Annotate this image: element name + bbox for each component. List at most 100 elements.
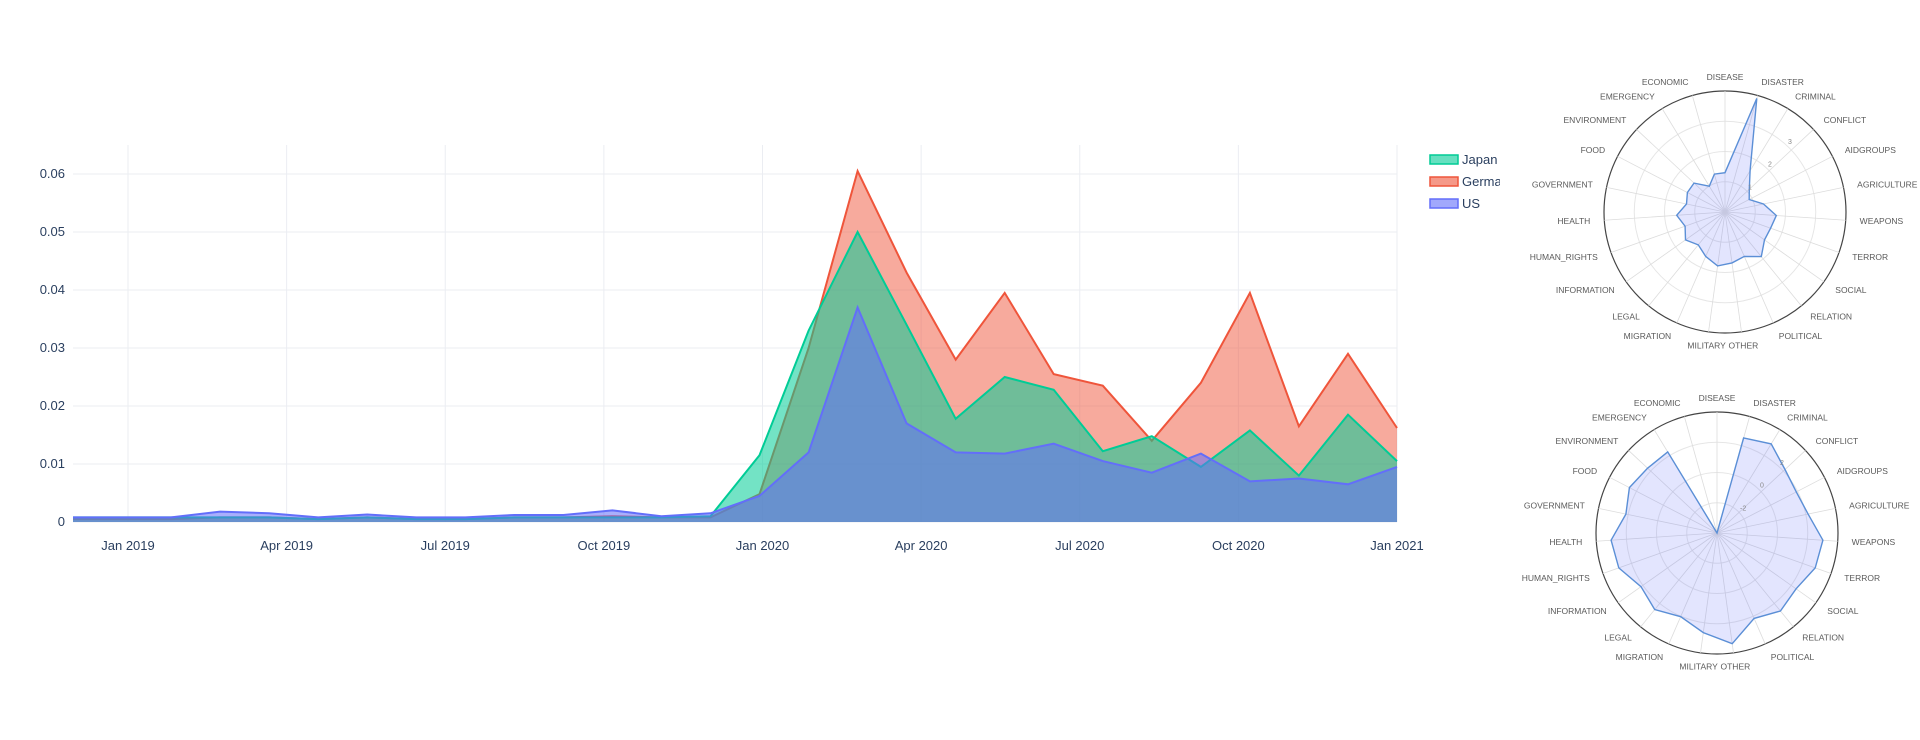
y-axis-ticks: 0 0.01 0.02 0.03 0.04 0.05 0.06 [40,166,65,529]
radar-spoke [1716,532,1734,653]
radar-category-label: DISASTER [1761,77,1804,87]
radar-category-label: SOCIAL [1835,285,1866,295]
radar-spoke [1724,211,1742,332]
radar-category-label: HUMAN_RIGHTS [1530,252,1598,262]
radar-category-label: ENVIRONMENT [1556,436,1619,446]
x-tick-label: Jul 2020 [1055,538,1104,553]
radar-category-label: EMERGENCY [1600,92,1655,102]
radar-spoke [1716,476,1825,534]
x-tick-label: Oct 2019 [577,538,630,553]
radar-spoke [1668,532,1718,645]
y-tick-label: 0.05 [40,224,65,239]
radar-spoke [1617,532,1718,604]
radar-category-label: MIGRATION [1624,331,1672,341]
radar-spoke [1609,476,1718,534]
radar-radial-tick: 1 [1748,184,1752,191]
radar-category-label: DISEASE [1707,72,1744,82]
radar-spoke [1716,429,1781,534]
radar-spoke [1640,532,1718,628]
radar-spoke [1724,211,1774,324]
radar-category-label: INFORMATION [1548,606,1607,616]
radar-category-label: LEGAL [1612,312,1640,322]
radar-category-label: SOCIAL [1827,606,1858,616]
radar-category-label: TERROR [1844,573,1880,583]
radar-spoke [1625,211,1726,283]
radar-radial-tick: -2 [1740,505,1746,512]
radar-spoke [1724,95,1759,213]
x-tick-label: Apr 2019 [260,538,313,553]
legend-item-us[interactable]: US [1429,196,1480,211]
radar-category-label: AIDGROUPS [1845,145,1896,155]
legend-swatch [1429,154,1459,165]
radar-category-label: ECONOMIC [1634,398,1681,408]
radar-category-label: CONFLICT [1824,115,1867,125]
x-tick-label: Jan 2020 [736,538,790,553]
legend[interactable]: Japan Germany US [1429,152,1500,211]
radar-spoke [1716,532,1838,542]
radar-spoke [1724,211,1825,283]
radar-chart-bottom: -2 0 2 DISEASE DISASTER CRIMINAL CONFLICT AIDGR… [1522,393,1910,672]
radar-spoke [1716,532,1832,574]
radar-spoke [1724,211,1840,253]
x-tick-label: Jan 2021 [1370,538,1424,553]
radar-spoke [1598,507,1718,534]
radar-spoke [1602,532,1718,574]
radar-category-label: CRIMINAL [1787,413,1828,423]
radar-category-label: ENVIRONMENT [1564,115,1627,125]
legend-swatch [1429,198,1459,209]
radar-radial-tick: 2 [1768,162,1772,169]
line-us [73,304,1398,519]
area-chart: 0 0.01 0.02 0.03 0.04 0.05 0.06 Jan 2019 Apr 20… [40,145,1500,553]
legend-swatch [1429,176,1459,187]
radar-polygon [1610,437,1824,645]
radar-polygon [1675,98,1778,267]
legend-label: Japan [1462,152,1497,167]
radar-spoke [1716,532,1817,604]
area-us [73,307,1397,522]
radar-category-label: WEAPONS [1860,216,1904,226]
radar-spoke [1724,129,1814,213]
area-series [73,168,1398,522]
radar-spoke [1724,211,1846,221]
radar-category-label: HUMAN_RIGHTS [1522,573,1590,583]
radar-category-label: GOVERNMENT [1532,180,1593,190]
legend-item-germany[interactable]: Germany [1429,174,1500,189]
radar-category-label: WEAPONS [1852,537,1896,547]
legend-item-japan[interactable]: Japan [1429,152,1497,167]
x-tick-label: Jan 2019 [101,538,155,553]
radar-chart-top: 1 2 3 DISEASE DISASTER CRIMINAL CONFLICT AIDGRO… [1530,72,1918,351]
radar-category-label: DISEASE [1699,393,1736,403]
radar-category-label: FOOD [1581,145,1606,155]
radar-spoke [1691,95,1726,213]
radar-category-label: AIDGROUPS [1837,466,1888,476]
y-tick-label: 0.06 [40,166,65,181]
radar-category-label: OTHER [1721,662,1751,672]
radar-category-label: AGRICULTURE [1849,501,1910,511]
radar-radial-tick: 3 [1788,139,1792,146]
radar-category-label: CRIMINAL [1795,92,1836,102]
radar-category-label: TERROR [1852,252,1888,262]
legend-label: Germany [1462,174,1500,189]
radar-spoke [1716,450,1806,534]
y-tick-label: 0.01 [40,456,65,471]
x-tick-label: Apr 2020 [895,538,948,553]
radar-category-label: POLITICAL [1771,652,1815,662]
radar-category-label: MILITARY [1679,662,1718,672]
radar-spoke [1676,211,1726,324]
radar-spoke [1617,155,1726,213]
radar-spoke [1716,507,1836,534]
radar-spoke [1604,211,1726,221]
radar-spoke [1724,155,1833,213]
radar-spoke [1610,211,1726,253]
radar-category-label: DISASTER [1753,398,1796,408]
radar-spoke [1724,186,1844,213]
radar-category-label: GOVERNMENT [1524,501,1585,511]
radar-spoke [1628,450,1718,534]
radar-spoke [1636,129,1726,213]
radar-category-label: RELATION [1810,312,1852,322]
radar-category-label: RELATION [1802,633,1844,643]
radar-spoke [1683,416,1718,534]
y-tick-label: 0.02 [40,398,65,413]
radar-spoke [1716,532,1766,645]
radar-spoke [1596,532,1718,542]
